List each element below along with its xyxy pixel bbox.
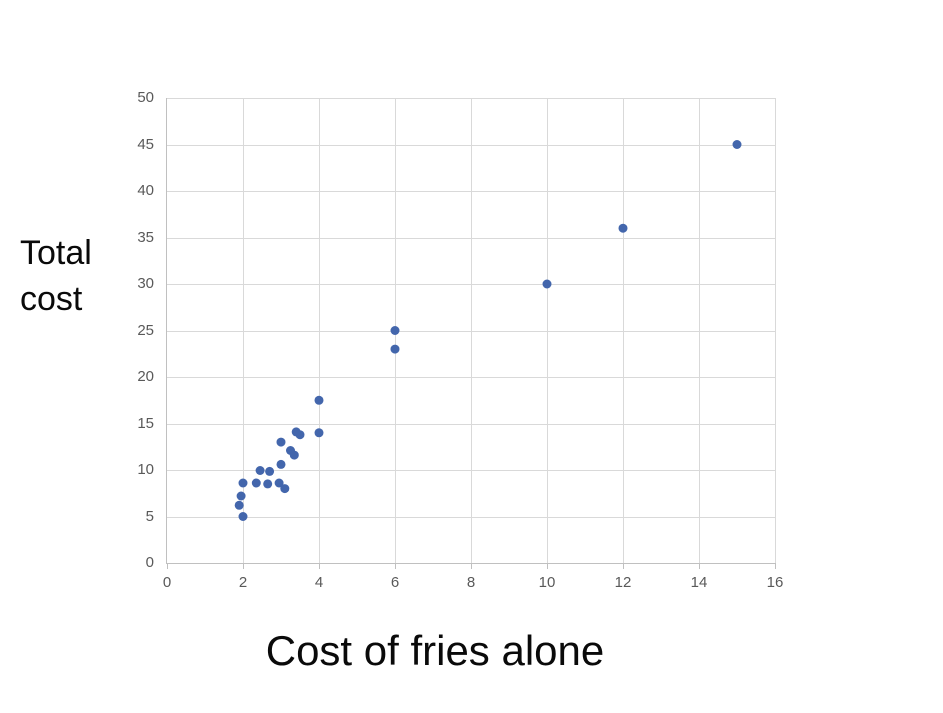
data-point: [732, 140, 742, 149]
x-tick-mark: [699, 563, 700, 569]
x-tick-label: 6: [390, 574, 400, 591]
x-tick-mark: [243, 563, 244, 569]
x-tick-mark: [471, 563, 472, 569]
gridline-horizontal: [167, 377, 775, 378]
data-point: [289, 450, 299, 460]
data-point: [234, 500, 244, 510]
data-point: [280, 484, 290, 494]
y-tick-label: 50: [137, 89, 154, 106]
gridline-horizontal: [167, 284, 775, 285]
data-point: [238, 478, 248, 488]
gridline-horizontal: [167, 98, 775, 99]
data-point: [390, 344, 400, 354]
gridline-horizontal: [167, 191, 775, 192]
data-point: [314, 395, 324, 405]
data-point: [251, 478, 261, 488]
gridline-vertical: [699, 98, 700, 563]
x-axis-title: Cost of fries alone: [265, 627, 605, 674]
data-point: [276, 437, 286, 447]
gridline-horizontal: [167, 145, 775, 146]
y-tick-label: 25: [137, 322, 154, 339]
data-point: [390, 326, 400, 335]
x-tick-label: 8: [466, 574, 476, 591]
data-point: [263, 479, 273, 489]
y-tick-label: 20: [137, 368, 154, 385]
x-tick-label: 2: [238, 574, 248, 591]
y-tick-label: 0: [145, 554, 154, 571]
gridline-vertical: [775, 98, 776, 563]
y-tick-label: 45: [137, 136, 154, 153]
gridline-horizontal: [167, 470, 775, 471]
x-tick-label: 12: [614, 574, 632, 591]
x-tick-mark: [395, 563, 396, 569]
gridline-vertical: [319, 98, 320, 563]
y-tick-label: 5: [145, 508, 154, 525]
x-tick-mark: [775, 563, 776, 569]
x-tick-mark: [547, 563, 548, 569]
gridline-vertical: [623, 98, 624, 563]
data-point: [236, 491, 246, 501]
x-tick-label: 16: [766, 574, 784, 591]
gridline-horizontal: [167, 238, 775, 239]
y-tick-label: 10: [137, 461, 154, 478]
data-point: [542, 279, 552, 289]
y-tick-label: 35: [137, 229, 154, 246]
gridline-horizontal: [167, 517, 775, 518]
data-point: [618, 223, 628, 233]
y-tick-label: 40: [137, 182, 154, 199]
data-point: [255, 466, 265, 475]
x-tick-label: 14: [690, 574, 708, 591]
x-tick-label: 0: [162, 574, 172, 591]
y-tick-label: 15: [137, 415, 154, 432]
gridline-horizontal: [167, 424, 775, 425]
data-point: [314, 428, 324, 438]
x-tick-mark: [319, 563, 320, 569]
x-tick-mark: [167, 563, 168, 569]
data-point: [276, 459, 286, 469]
x-tick-label: 4: [314, 574, 324, 591]
data-point: [274, 478, 284, 488]
y-axis-title: Total cost: [20, 234, 92, 318]
y-tick-label: 30: [137, 275, 154, 292]
data-point: [238, 512, 248, 521]
gridline-horizontal: [167, 331, 775, 332]
scatter-points-layer: [234, 140, 742, 521]
data-point: [295, 430, 305, 440]
gridline-vertical: [547, 98, 548, 563]
gridline-vertical: [471, 98, 472, 563]
data-point: [265, 466, 275, 476]
plot-area: 0 2 4 6 8 10 12 14 16 0 5 10 15 20 25 30 35 40 45 50: [137, 89, 783, 591]
gridline-vertical: [243, 98, 244, 563]
x-tick-label: 10: [538, 574, 556, 591]
x-tick-mark: [623, 563, 624, 569]
